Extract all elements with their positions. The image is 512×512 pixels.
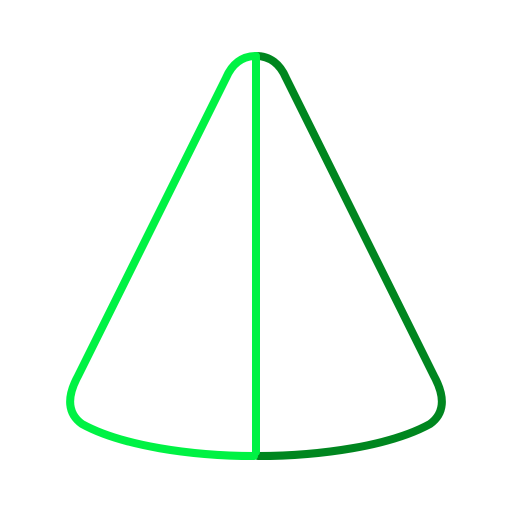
cone-right-face-outline: [252, 52, 446, 460]
cone-left-face-outline: [66, 52, 260, 460]
